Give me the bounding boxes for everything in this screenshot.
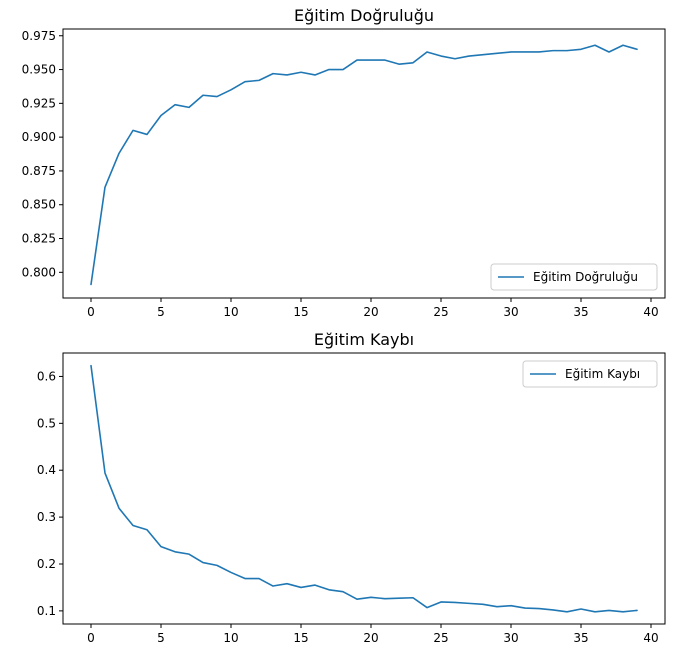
- legend-box: [522, 360, 658, 388]
- x-tick-label: 15: [293, 631, 308, 645]
- axes-frame: [62, 352, 666, 625]
- y-tick-label: 0.975: [22, 29, 56, 43]
- x-tick-label: 30: [503, 631, 518, 645]
- x-tick-label: 25: [433, 305, 448, 319]
- y-tick-label: 0.6: [37, 369, 56, 383]
- y-tick-label: 0.5: [37, 416, 56, 430]
- x-tick-label: 40: [643, 305, 658, 319]
- series-line: [90, 364, 638, 613]
- y-tick-label: 0.2: [37, 557, 56, 571]
- y-tick-label: 0.900: [22, 130, 56, 144]
- x-tick-label: 20: [363, 305, 378, 319]
- y-tick-label: 0.850: [22, 198, 56, 212]
- x-tick-label: 25: [433, 631, 448, 645]
- axes-frame: [62, 28, 666, 299]
- legend: Eğitim Kaybı: [522, 360, 658, 388]
- y-tick-label: 0.3: [37, 510, 56, 524]
- chart-title: Eğitim Doğruluğu: [294, 6, 434, 25]
- series-line: [90, 44, 638, 286]
- accuracy-chart: Eğitim Doğruluğu 0 5 10 15 20 25 30 35 40 0.800 0.8…: [22, 6, 666, 319]
- x-tick-label: 5: [157, 305, 165, 319]
- x-tick-label: 30: [503, 305, 518, 319]
- x-tick-label: 10: [223, 305, 238, 319]
- loss-chart: Eğitim Kaybı 0 5 10 15 20 25 30 35 40 0.1 0.2 0.3 0.4…: [37, 330, 666, 645]
- x-tick-label: 40: [643, 631, 658, 645]
- y-tick-label: 0.4: [37, 463, 56, 477]
- legend: Eğitim Doğruluğu: [490, 263, 658, 291]
- y-tick-label: 0.925: [22, 96, 56, 110]
- x-tick-label: 20: [363, 631, 378, 645]
- x-tick-label: 10: [223, 631, 238, 645]
- x-tick-label: 35: [573, 631, 588, 645]
- y-tick-label: 0.1: [37, 604, 56, 618]
- legend-box: [490, 263, 658, 291]
- y-tick-label: 0.825: [22, 232, 56, 246]
- y-tick-label: 0.800: [22, 265, 56, 279]
- x-tick-label: 5: [157, 631, 165, 645]
- y-tick-label: 0.950: [22, 63, 56, 77]
- x-tick-label: 0: [87, 305, 95, 319]
- chart-title: Eğitim Kaybı: [314, 330, 414, 349]
- legend-label: Eğitim Doğruluğu: [533, 270, 638, 284]
- y-tick-label: 0.875: [22, 164, 56, 178]
- x-tick-label: 35: [573, 305, 588, 319]
- legend-label: Eğitim Kaybı: [565, 367, 640, 381]
- x-tick-label: 0: [87, 631, 95, 645]
- x-tick-label: 15: [293, 305, 308, 319]
